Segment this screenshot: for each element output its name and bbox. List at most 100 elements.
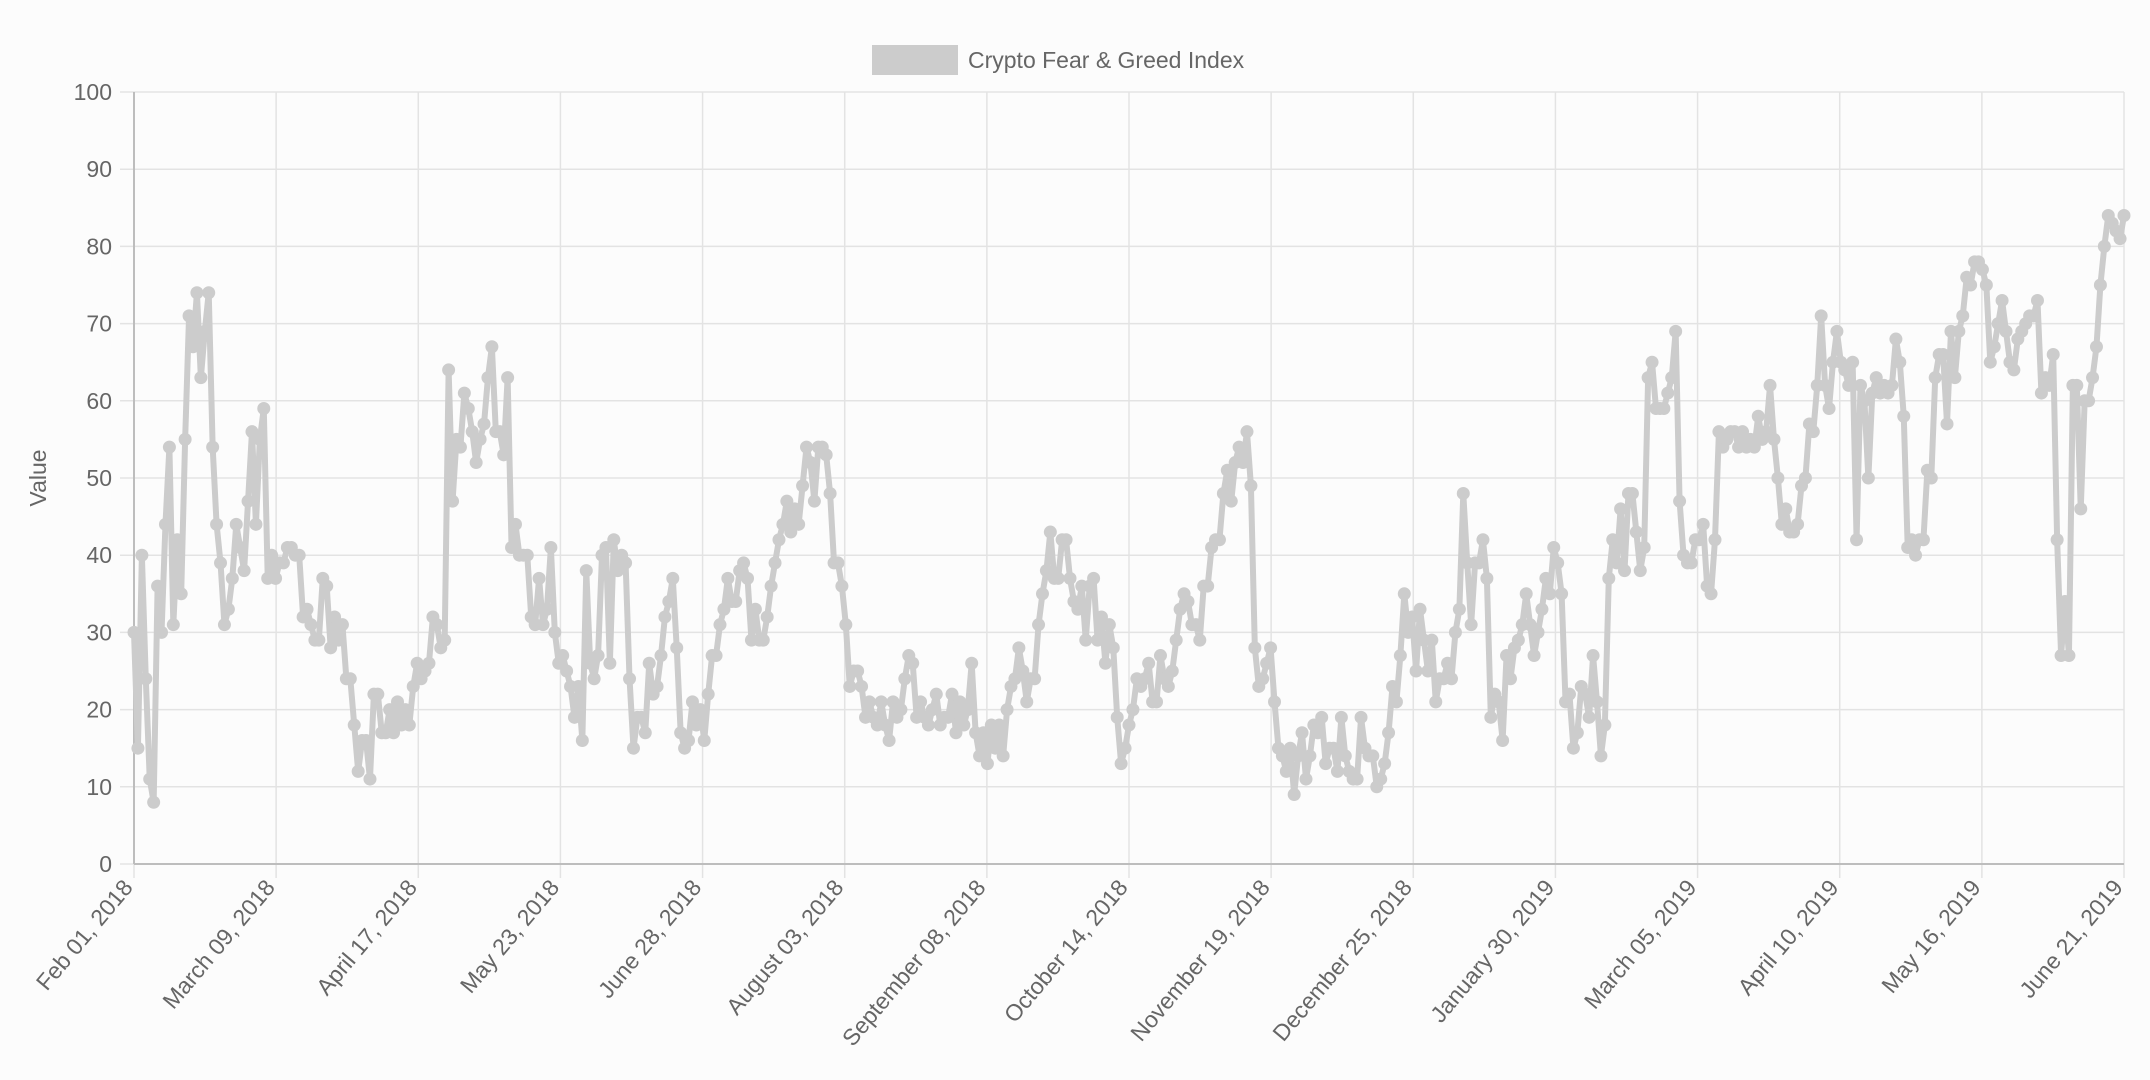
data-point[interactable] [1480,571,1494,585]
data-point[interactable] [764,579,778,593]
data-point[interactable] [2058,595,2072,609]
data-point[interactable] [803,456,817,470]
data-point[interactable] [1511,633,1525,647]
data-point[interactable] [1897,409,1911,423]
data-point[interactable] [965,656,979,670]
data-point[interactable] [1975,263,1989,277]
data-point[interactable] [1590,695,1604,709]
data-point[interactable] [1452,602,1466,616]
data-point[interactable] [257,402,271,416]
data-point[interactable] [1020,695,1034,709]
data-point[interactable] [1637,540,1651,554]
data-point[interactable] [351,764,365,778]
data-point[interactable] [1389,695,1403,709]
data-point[interactable] [253,432,267,446]
data-point[interactable] [2089,340,2103,354]
data-point[interactable] [1142,656,1156,670]
data-point[interactable] [276,556,290,570]
data-point[interactable] [894,703,908,717]
data-point[interactable] [1999,324,2013,338]
data-point[interactable] [1893,355,1907,369]
data-point[interactable] [1079,633,1093,647]
data-point[interactable] [575,733,589,747]
data-point[interactable] [1909,548,1923,562]
data-point[interactable] [961,703,975,717]
data-point[interactable] [210,517,224,531]
data-point[interactable] [1531,625,1545,639]
data-point[interactable] [1193,633,1207,647]
data-point[interactable] [1771,471,1785,485]
data-point[interactable] [1669,324,1683,338]
data-point[interactable] [729,595,743,609]
data-point[interactable] [1441,656,1455,670]
data-point[interactable] [819,448,833,462]
data-point[interactable] [162,440,176,454]
data-point[interactable] [1043,525,1057,539]
data-point[interactable] [650,679,664,693]
data-point[interactable] [1232,440,1246,454]
data-point[interactable] [214,556,228,570]
data-point[interactable] [1983,355,1997,369]
data-point[interactable] [1519,587,1533,601]
data-point[interactable] [147,795,161,809]
data-point[interactable] [1818,378,1832,392]
data-point[interactable] [359,733,373,747]
data-point[interactable] [571,679,585,693]
data-point[interactable] [1779,502,1793,516]
data-point[interactable] [1354,710,1368,724]
data-point[interactable] [835,579,849,593]
data-point[interactable] [638,726,652,740]
data-point[interactable] [1303,749,1317,763]
data-point[interactable] [532,571,546,585]
data-point[interactable] [1586,649,1600,663]
data-point[interactable] [560,664,574,678]
data-point[interactable] [1268,695,1282,709]
data-point[interactable] [792,517,806,531]
data-point[interactable] [941,710,955,724]
data-point[interactable] [1091,633,1105,647]
data-point[interactable] [237,564,251,578]
data-point[interactable] [1492,695,1506,709]
data-point[interactable] [1696,517,1710,531]
data-point[interactable] [874,695,888,709]
data-point[interactable] [1378,757,1392,771]
data-point[interactable] [508,517,522,531]
data-point[interactable] [748,602,762,616]
data-point[interactable] [1861,471,1875,485]
data-point[interactable] [430,618,444,632]
data-point[interactable] [1181,595,1195,609]
data-point[interactable] [1539,571,1553,585]
data-point[interactable] [422,656,436,670]
data-point[interactable] [1110,710,1124,724]
data-point[interactable] [477,417,491,431]
data-point[interactable] [843,679,857,693]
data-point[interactable] [485,340,499,354]
data-point[interactable] [151,579,165,593]
data-point[interactable] [1763,378,1777,392]
data-point[interactable] [1028,672,1042,686]
data-point[interactable] [1625,486,1639,500]
data-point[interactable] [1334,710,1348,724]
data-point[interactable] [634,710,648,724]
legend[interactable]: Crypto Fear & Greed Index [872,45,1245,75]
data-point[interactable] [1924,471,1938,485]
data-point[interactable] [1496,733,1510,747]
data-point[interactable] [1594,749,1608,763]
data-point[interactable] [1429,695,1443,709]
data-point[interactable] [2070,378,2084,392]
data-point[interactable] [1413,602,1427,616]
data-point[interactable] [1948,371,1962,385]
data-point[interactable] [1189,618,1203,632]
data-point[interactable] [1126,703,1140,717]
data-point[interactable] [1472,556,1486,570]
data-point[interactable] [1889,332,1903,346]
data-point[interactable] [143,772,157,786]
data-point[interactable] [343,672,357,686]
data-point[interactable] [992,718,1006,732]
data-point[interactable] [914,695,928,709]
data-point[interactable] [796,479,810,493]
data-point[interactable] [1578,687,1592,701]
data-point[interactable] [127,625,141,639]
data-point[interactable] [190,286,204,300]
data-point[interactable] [300,602,314,616]
